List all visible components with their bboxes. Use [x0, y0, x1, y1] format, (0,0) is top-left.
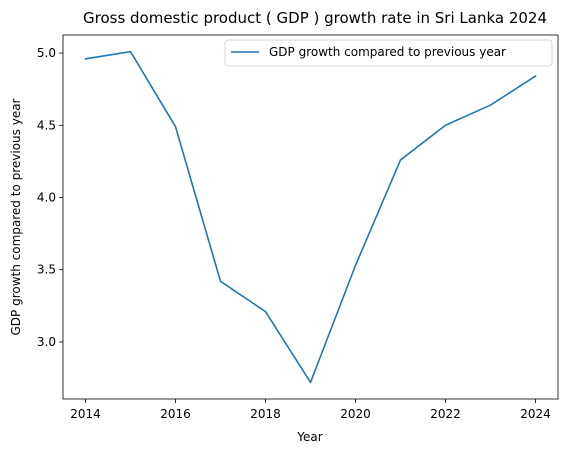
x-tick-label: 2020	[340, 407, 371, 421]
y-tick-label: 4.5	[37, 118, 56, 132]
x-tick-label: 2024	[520, 407, 551, 421]
chart-title: Gross domestic product ( GDP ) growth ra…	[83, 9, 547, 27]
x-tick-label: 2022	[430, 407, 461, 421]
axis-ticks: 2014 2016 2018 2020 2022 2024 3.0 3.5 4.0 4.5 5.0	[37, 46, 551, 421]
legend: GDP growth compared to previous year	[224, 39, 553, 67]
plot-frame	[62, 34, 559, 400]
x-axis-label: Year	[296, 430, 322, 444]
series-line-gdp-growth	[84, 50, 537, 384]
y-tick-label: 3.5	[37, 263, 56, 277]
y-axis-label: GDP growth compared to previous year	[9, 98, 23, 335]
x-tick-label: 2014	[70, 407, 101, 421]
legend-label: GDP growth compared to previous year	[269, 45, 506, 59]
y-tick-label: 3.0	[37, 335, 56, 349]
legend-box	[224, 39, 553, 67]
x-tick-label: 2016	[160, 407, 191, 421]
y-tick-label: 4.0	[37, 191, 56, 205]
y-tick-label: 5.0	[37, 46, 56, 60]
x-tick-label: 2018	[250, 407, 281, 421]
